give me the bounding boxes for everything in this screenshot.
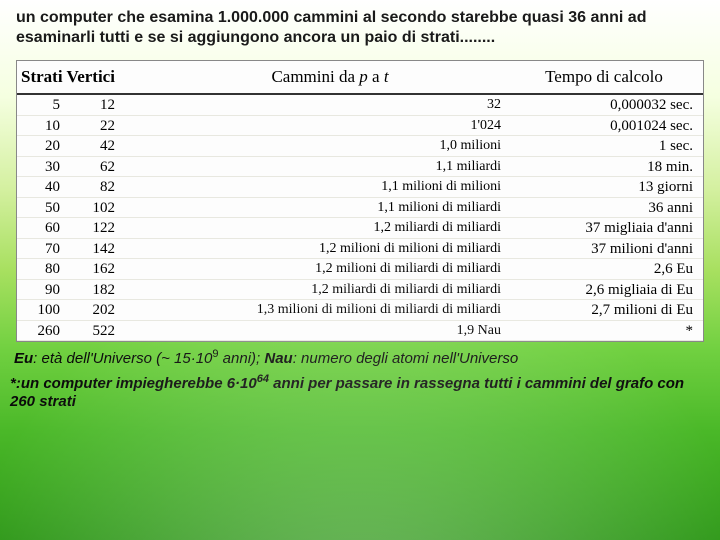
legend: Eu: età dell'Universo (~ 15·109 anni); N… [0, 342, 720, 369]
cell-tempo: 13 giorni [509, 179, 699, 196]
table-row: 901821,2 miliardi di miliardi di miliard… [17, 280, 703, 301]
table-row: 10221'0240,001024 sec. [17, 116, 703, 137]
cell-tempo: 18 min. [509, 159, 699, 176]
table-row: 601221,2 miliardi di miliardi37 migliaia… [17, 218, 703, 239]
cell-vertici: 12 [66, 97, 121, 114]
cell-strati: 70 [21, 241, 66, 258]
legend-eu-text: : età dell'Universo (~ 15·10 [33, 350, 212, 367]
header-cammini-p: p [359, 67, 368, 86]
table-row: 801621,2 milioni di miliardi di miliardi… [17, 259, 703, 280]
cell-tempo: 0,001024 sec. [509, 118, 699, 135]
cell-vertici: 22 [66, 118, 121, 135]
cell-tempo: 2,6 migliaia di Eu [509, 282, 699, 299]
cell-tempo: 37 milioni d'anni [509, 241, 699, 258]
footnote-exp: 64 [257, 373, 269, 385]
table-row: 512320,000032 sec. [17, 95, 703, 116]
cell-vertici: 142 [66, 241, 121, 258]
cell-cammini: 1,0 milioni [121, 138, 509, 155]
footnote: *:un computer impiegherebbe 6·1064 anni … [0, 369, 720, 417]
cell-vertici: 202 [66, 302, 121, 319]
cell-strati: 100 [21, 302, 66, 319]
table-row: 40821,1 milioni di milioni13 giorni [17, 177, 703, 198]
table-row: 1002021,3 milioni di milioni di miliardi… [17, 300, 703, 321]
legend-eu-tail: anni); [219, 350, 265, 367]
cell-cammini: 1,2 milioni di miliardi di miliardi [121, 261, 509, 278]
cell-cammini: 1'024 [121, 118, 509, 135]
cell-cammini: 1,1 milioni di milioni [121, 179, 509, 196]
cell-vertici: 82 [66, 179, 121, 196]
cell-vertici: 122 [66, 220, 121, 237]
cell-vertici: 42 [66, 138, 121, 155]
table-header-row: Strati Vertici Cammini da p a t Tempo di… [17, 61, 703, 95]
header-cammini-pre: Cammini da [271, 67, 359, 86]
cell-strati: 10 [21, 118, 66, 135]
header-cammini: Cammini da p a t [151, 67, 509, 87]
table-row: 30621,1 miliardi18 min. [17, 157, 703, 178]
cell-tempo: 2,6 Eu [509, 261, 699, 278]
header-strati-vertici: Strati Vertici [21, 67, 151, 87]
header-cammini-mid: a [368, 67, 384, 86]
cell-cammini: 1,9 Nau [121, 323, 509, 340]
cell-strati: 260 [21, 323, 66, 340]
cell-cammini: 1,2 miliardi di miliardi [121, 220, 509, 237]
cell-tempo: * [509, 323, 699, 340]
cell-strati: 50 [21, 200, 66, 217]
cell-vertici: 62 [66, 159, 121, 176]
cell-tempo: 0,000032 sec. [509, 97, 699, 114]
legend-eu-label: Eu [14, 350, 33, 367]
table-row: 501021,1 milioni di miliardi36 anni [17, 198, 703, 219]
cell-strati: 20 [21, 138, 66, 155]
cell-vertici: 162 [66, 261, 121, 278]
cell-strati: 60 [21, 220, 66, 237]
cell-tempo: 2,7 milioni di Eu [509, 302, 699, 319]
legend-nau-text: : numero degli atomi nell'Universo [293, 350, 518, 367]
cell-vertici: 102 [66, 200, 121, 217]
footnote-star: *: [10, 375, 21, 392]
data-table: Strati Vertici Cammini da p a t Tempo di… [16, 60, 704, 342]
intro-text: un computer che esamina 1.000.000 cammin… [0, 0, 720, 54]
cell-strati: 40 [21, 179, 66, 196]
cell-tempo: 37 migliaia d'anni [509, 220, 699, 237]
table-row: 701421,2 milioni di milioni di miliardi3… [17, 239, 703, 260]
cell-tempo: 36 anni [509, 200, 699, 217]
cell-cammini: 1,1 miliardi [121, 159, 509, 176]
cell-cammini: 1,2 milioni di milioni di miliardi [121, 241, 509, 258]
cell-strati: 30 [21, 159, 66, 176]
cell-cammini: 32 [121, 97, 509, 114]
cell-strati: 80 [21, 261, 66, 278]
cell-cammini: 1,3 milioni di milioni di miliardi di mi… [121, 302, 509, 319]
footnote-t1: un computer impiegherebbe 6·10 [21, 375, 257, 392]
cell-strati: 90 [21, 282, 66, 299]
table-row: 2605221,9 Nau* [17, 321, 703, 342]
cell-cammini: 1,2 miliardi di miliardi di miliardi [121, 282, 509, 299]
header-cammini-t: t [384, 67, 389, 86]
header-tempo: Tempo di calcolo [509, 67, 699, 87]
cell-strati: 5 [21, 97, 66, 114]
cell-cammini: 1,1 milioni di miliardi [121, 200, 509, 217]
table-body: 512320,000032 sec.10221'0240,001024 sec.… [17, 95, 703, 341]
cell-vertici: 522 [66, 323, 121, 340]
table-row: 20421,0 milioni1 sec. [17, 136, 703, 157]
legend-nau-label: Nau [264, 350, 292, 367]
cell-vertici: 182 [66, 282, 121, 299]
cell-tempo: 1 sec. [509, 138, 699, 155]
